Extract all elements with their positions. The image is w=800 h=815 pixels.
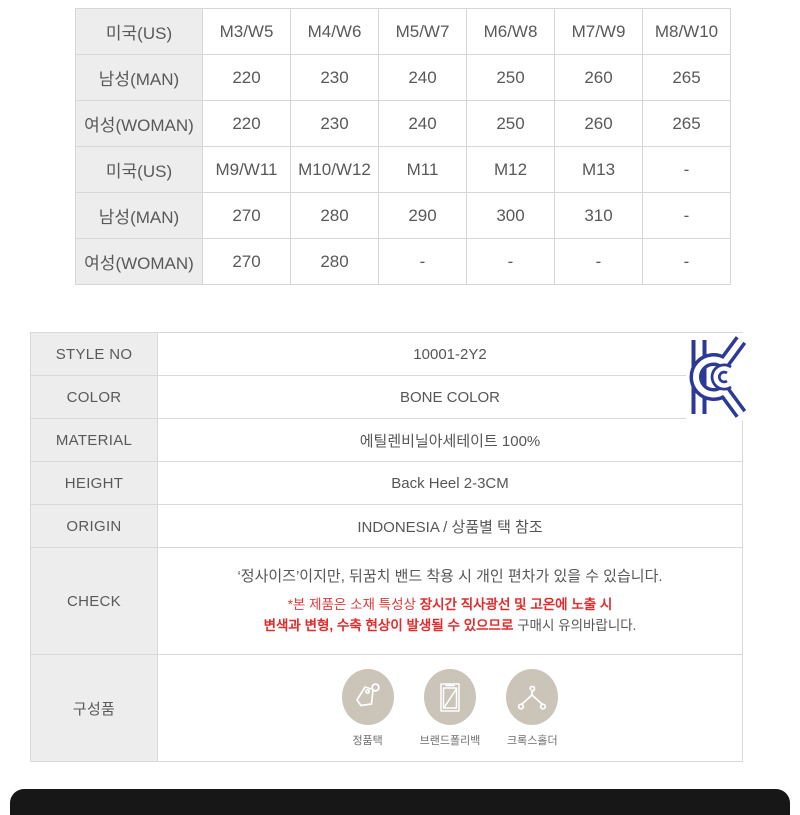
size-cell: M5/W7 (378, 8, 467, 55)
size-row-header: 여성(WOMAN) (75, 238, 203, 285)
kc-certification-icon (686, 333, 747, 421)
size-cell: M12 (466, 146, 555, 193)
polybag-icon (423, 668, 476, 725)
size-cell: M3/W5 (202, 8, 291, 55)
size-cell: 240 (378, 54, 467, 101)
check-warning-line2: 변색과 변형, 수축 현상이 발생될 수 있으므로 구매시 유의바랍니다. (263, 618, 637, 633)
table-row: 여성(WOMAN) 270 280 - - - - (75, 238, 731, 285)
size-cell: - (642, 192, 731, 239)
size-cell: 250 (466, 100, 555, 147)
info-value: INDONESIA / 상품별 택 참조 (157, 504, 743, 548)
table-row: CHECK ‘정사이즈’이지만, 뒤꿈치 밴드 착용 시 개인 편차가 있을 수… (30, 547, 743, 655)
size-cell: M11 (378, 146, 467, 193)
components-list: 정품택 브랜드폴리백 (159, 668, 741, 748)
size-row-header: 남성(MAN) (75, 54, 203, 101)
table-row: 미국(US) M9/W11 M10/W12 M11 M12 M13 - (75, 146, 731, 193)
check-fit-notice: ‘정사이즈’이지만, 뒤꿈치 밴드 착용 시 개인 편차가 있을 수 있습니다. (237, 568, 663, 586)
size-cell: M13 (554, 146, 643, 193)
size-cell: - (466, 238, 555, 285)
info-value: Back Heel 2-3CM (157, 461, 743, 505)
component-item: 정품택 (341, 668, 394, 748)
size-row-header: 남성(MAN) (75, 192, 203, 239)
size-cell: M10/W12 (290, 146, 379, 193)
size-chart-table: 미국(US) M3/W5 M4/W6 M5/W7 M6/W8 M7/W9 M8/… (75, 8, 731, 285)
check-warning-line1: *본 제품은 소재 특성상 장시간 직사광선 및 고온에 노출 시 (287, 597, 613, 613)
check-notice: ‘정사이즈’이지만, 뒤꿈치 밴드 착용 시 개인 편차가 있을 수 있습니다.… (157, 547, 743, 655)
info-label: COLOR (30, 375, 158, 419)
table-row: 구성품 정품택 (30, 654, 743, 762)
info-value: 10001-2Y2 (157, 332, 743, 376)
size-cell: M6/W8 (466, 8, 555, 55)
info-label: ORIGIN (30, 504, 158, 548)
size-cell: 280 (290, 238, 379, 285)
product-info-table: STYLE NO 10001-2Y2 COLOR BONE COLOR MATE… (30, 332, 743, 762)
size-row-header: 미국(US) (75, 8, 203, 55)
table-row: MATERIAL 에틸렌비닐아세테이트 100% (30, 418, 743, 462)
info-label: MATERIAL (30, 418, 158, 462)
size-cell: 260 (554, 54, 643, 101)
info-label: STYLE NO (30, 332, 158, 376)
component-item: 브랜드폴리백 (419, 668, 481, 748)
size-cell: M8/W10 (642, 8, 731, 55)
table-row: 남성(MAN) 220 230 240 250 260 265 (75, 54, 731, 101)
size-cell: 270 (202, 238, 291, 285)
size-cell: 290 (378, 192, 467, 239)
component-label: 브랜드폴리백 (419, 734, 481, 747)
info-label: HEIGHT (30, 461, 158, 505)
component-item: 크록스홀더 (506, 668, 559, 748)
info-value: BONE COLOR (157, 375, 743, 419)
table-row: HEIGHT Back Heel 2-3CM (30, 461, 743, 505)
size-cell: 230 (290, 100, 379, 147)
size-cell: - (378, 238, 467, 285)
table-row: 미국(US) M3/W5 M4/W6 M5/W7 M6/W8 M7/W9 M8/… (75, 8, 731, 55)
table-row: 남성(MAN) 270 280 290 300 310 - (75, 192, 731, 239)
components-cell: 정품택 브랜드폴리백 (157, 654, 743, 762)
size-cell: 250 (466, 54, 555, 101)
table-row: STYLE NO 10001-2Y2 (30, 332, 743, 376)
size-cell: - (554, 238, 643, 285)
info-label: CHECK (30, 547, 158, 655)
size-cell: 265 (642, 100, 731, 147)
size-cell: M4/W6 (290, 8, 379, 55)
size-cell: 310 (554, 192, 643, 239)
size-cell: M7/W9 (554, 8, 643, 55)
hanger-icon (506, 668, 559, 725)
info-label: 구성품 (30, 654, 158, 762)
size-cell: 220 (202, 100, 291, 147)
tag-icon (341, 668, 394, 725)
component-label: 정품택 (352, 734, 383, 747)
size-cell: 230 (290, 54, 379, 101)
size-cell: - (642, 238, 731, 285)
size-cell: 220 (202, 54, 291, 101)
table-row: COLOR BONE COLOR (30, 375, 743, 419)
size-row-header: 여성(WOMAN) (75, 100, 203, 147)
size-cell: 240 (378, 100, 467, 147)
component-label: 크록스홀더 (507, 734, 558, 747)
size-cell: 260 (554, 100, 643, 147)
table-row: 여성(WOMAN) 220 230 240 250 260 265 (75, 100, 731, 147)
size-cell: M9/W11 (202, 146, 291, 193)
size-cell: 265 (642, 54, 731, 101)
table-row: ORIGIN INDONESIA / 상품별 택 참조 (30, 504, 743, 548)
size-cell: 270 (202, 192, 291, 239)
bottom-bar (10, 789, 790, 815)
size-cell: 280 (290, 192, 379, 239)
info-value: 에틸렌비닐아세테이트 100% (157, 418, 743, 462)
size-row-header: 미국(US) (75, 146, 203, 193)
size-cell: - (642, 146, 731, 193)
size-cell: 300 (466, 192, 555, 239)
